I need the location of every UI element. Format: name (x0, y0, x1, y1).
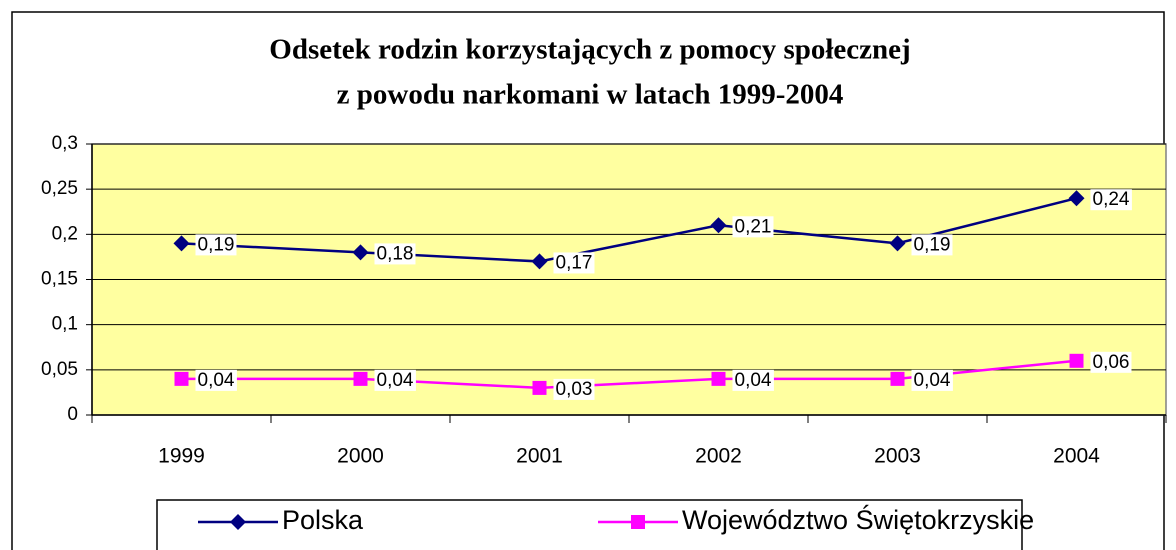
data-label-bg (1090, 351, 1132, 373)
data-label: 0,03 (556, 379, 593, 400)
legend-marker (230, 514, 246, 530)
marker (1068, 190, 1085, 207)
data-label-bg (195, 369, 237, 391)
data-label: 0,04 (735, 370, 772, 391)
data-label: 0,24 (1093, 189, 1130, 210)
marker (710, 217, 727, 234)
data-label: 0,04 (914, 370, 951, 391)
marker (890, 371, 905, 386)
chart-title: z powodu narkomani w latach 1999-2004 (337, 79, 844, 111)
legend-marker (631, 515, 645, 529)
y-tick-label: 0,1 (52, 314, 78, 335)
marker (531, 253, 548, 270)
data-label-bg (374, 369, 416, 391)
marker (353, 371, 368, 386)
marker (352, 244, 369, 261)
y-tick-label: 0,15 (41, 269, 78, 290)
marker (711, 371, 726, 386)
legend-box (156, 499, 1023, 550)
y-tick-label: 0 (67, 404, 78, 425)
data-label-bg (911, 234, 953, 256)
data-label: 0,19 (914, 234, 951, 255)
x-tick-label: 2002 (695, 445, 742, 468)
data-label: 0,04 (198, 370, 235, 391)
data-label: 0,21 (735, 216, 772, 237)
data-label-bg (732, 216, 774, 238)
marker (532, 380, 547, 395)
data-label-bg (374, 243, 416, 265)
data-label: 0,04 (377, 370, 414, 391)
marker (173, 235, 190, 252)
data-label-bg (732, 369, 774, 391)
y-tick-label: 0,2 (52, 223, 78, 244)
marker (1069, 353, 1084, 368)
y-tick-label: 0,25 (41, 178, 78, 199)
y-tick-label: 0,05 (41, 359, 78, 380)
data-label-bg (553, 378, 595, 400)
data-label: 0,18 (377, 243, 414, 264)
x-tick-label: 1999 (158, 445, 205, 468)
x-tick-label: 2004 (1053, 445, 1100, 468)
x-tick-label: 2001 (516, 445, 563, 468)
chart-title: Odsetek rodzin korzystających z pomocy s… (269, 34, 910, 66)
data-label-bg (553, 252, 595, 274)
data-label: 0,17 (556, 252, 593, 273)
x-tick-label: 2000 (337, 445, 384, 468)
y-tick-label: 0,3 (52, 133, 78, 154)
x-tick-label: 2003 (874, 445, 921, 468)
data-label: 0,06 (1093, 352, 1130, 373)
data-label-bg (1090, 189, 1132, 211)
data-label-bg (911, 369, 953, 391)
data-label: 0,19 (198, 234, 235, 255)
legend-label: Polska (282, 505, 364, 535)
legend-label: Województwo Świętokrzyskie (682, 503, 1034, 535)
marker (889, 235, 906, 252)
data-label-bg (195, 234, 237, 256)
marker (174, 371, 189, 386)
